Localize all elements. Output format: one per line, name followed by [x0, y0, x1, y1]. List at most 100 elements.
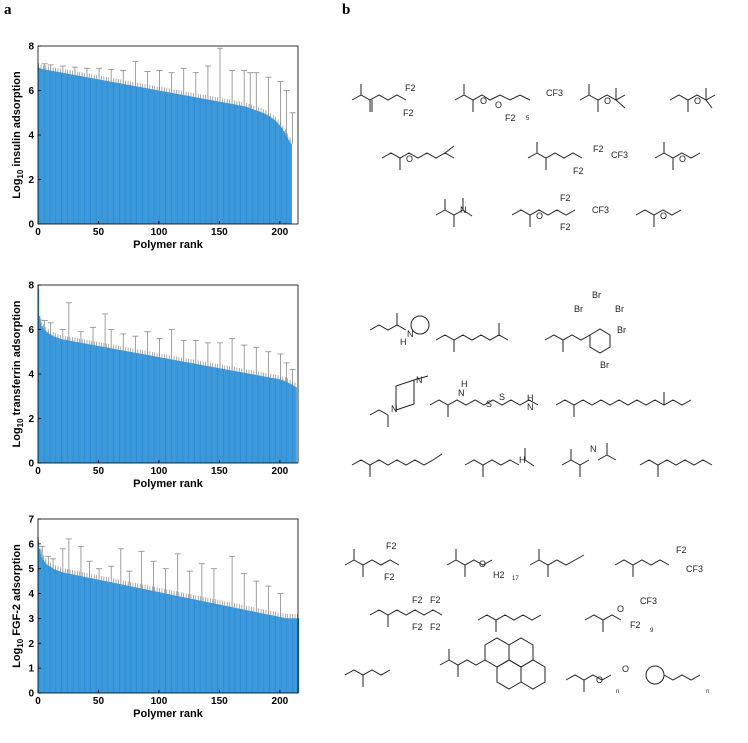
bar — [251, 374, 254, 464]
bar — [137, 353, 139, 464]
bar — [245, 610, 248, 694]
bar — [82, 576, 84, 694]
bar — [116, 583, 118, 694]
bar — [239, 608, 242, 694]
y-tick-label: 7 — [28, 515, 34, 526]
bar — [104, 347, 106, 464]
bar — [82, 343, 84, 464]
bar — [83, 76, 86, 225]
bar — [117, 349, 119, 464]
bar — [52, 568, 54, 694]
structure-3-1: F2 F2 — [344, 541, 400, 582]
bar — [230, 103, 232, 225]
label-sub-n-b: n — [706, 689, 709, 695]
bar — [132, 352, 134, 464]
y-tick-label: 3 — [28, 614, 34, 625]
bar — [186, 597, 188, 694]
bar — [237, 371, 239, 464]
bar — [106, 581, 109, 694]
bar — [216, 367, 219, 464]
bar — [283, 380, 285, 464]
y-tick-label: 8 — [28, 42, 34, 53]
bar — [132, 586, 134, 694]
bar — [209, 99, 211, 225]
label-f2-d: F2 — [593, 144, 604, 154]
bar — [186, 362, 188, 464]
bar — [219, 368, 221, 464]
bar — [141, 354, 144, 464]
label-f2-a: F2 — [405, 83, 416, 93]
label-n-c: N — [391, 404, 398, 414]
bar — [181, 94, 184, 225]
x-tick-label: 50 — [93, 466, 105, 477]
bar — [227, 606, 229, 694]
bar — [267, 115, 269, 225]
bar — [255, 110, 257, 225]
bar — [85, 343, 87, 464]
bar — [146, 354, 148, 464]
structure-2-9: N — [561, 443, 617, 477]
bar — [228, 606, 231, 694]
bar — [82, 76, 84, 225]
bar — [236, 371, 238, 464]
bar — [91, 578, 93, 694]
bar — [101, 580, 104, 694]
bar — [224, 369, 226, 464]
bar — [288, 618, 290, 694]
bar — [126, 84, 128, 225]
bar — [214, 367, 216, 464]
bar — [251, 109, 254, 225]
bar — [97, 345, 99, 464]
bar — [169, 594, 171, 694]
bar — [202, 601, 204, 694]
bar — [256, 612, 259, 694]
structure-1-10: O — [635, 209, 682, 227]
bar — [160, 357, 162, 464]
panel-label-b: b — [342, 2, 351, 18]
bar — [230, 370, 232, 464]
bar — [155, 89, 157, 225]
bar — [253, 611, 255, 694]
bar — [52, 71, 54, 225]
y-tick-label: 0 — [28, 459, 34, 470]
bar — [284, 381, 286, 464]
bar — [193, 599, 196, 694]
bar — [166, 91, 168, 225]
bar — [155, 356, 157, 464]
bar — [72, 574, 75, 694]
bar — [201, 98, 203, 225]
bar — [236, 608, 238, 694]
bar — [192, 96, 194, 225]
label-sub-17: 17 — [512, 576, 519, 582]
bar — [259, 612, 261, 694]
bar — [271, 615, 273, 694]
bar — [293, 618, 295, 694]
chart-3: 0 50 100 150 200 0 1 2 3 4 5 6 7 Polymer rank Log10 FG… — [11, 515, 300, 720]
bar — [256, 375, 259, 464]
bar — [79, 342, 81, 464]
bar — [133, 587, 135, 694]
bar — [81, 342, 83, 464]
bar — [231, 607, 233, 694]
label-o-d: O — [694, 96, 701, 106]
bar — [76, 575, 78, 694]
bar — [250, 374, 252, 464]
bar — [63, 572, 65, 694]
bar — [118, 349, 121, 464]
bar — [89, 344, 92, 464]
bar — [173, 93, 175, 225]
bar — [68, 573, 70, 694]
y-tick-label: 1 — [28, 664, 34, 675]
bar — [220, 604, 222, 694]
bar — [185, 95, 187, 225]
bar — [268, 116, 271, 225]
bar — [279, 617, 281, 694]
bar — [160, 90, 162, 225]
label-o-h: O — [660, 211, 667, 221]
y-tick-label: 6 — [28, 325, 34, 336]
bar — [109, 348, 111, 464]
bar — [134, 86, 136, 225]
bar — [48, 566, 51, 694]
bar — [135, 587, 138, 694]
bar — [210, 366, 213, 464]
